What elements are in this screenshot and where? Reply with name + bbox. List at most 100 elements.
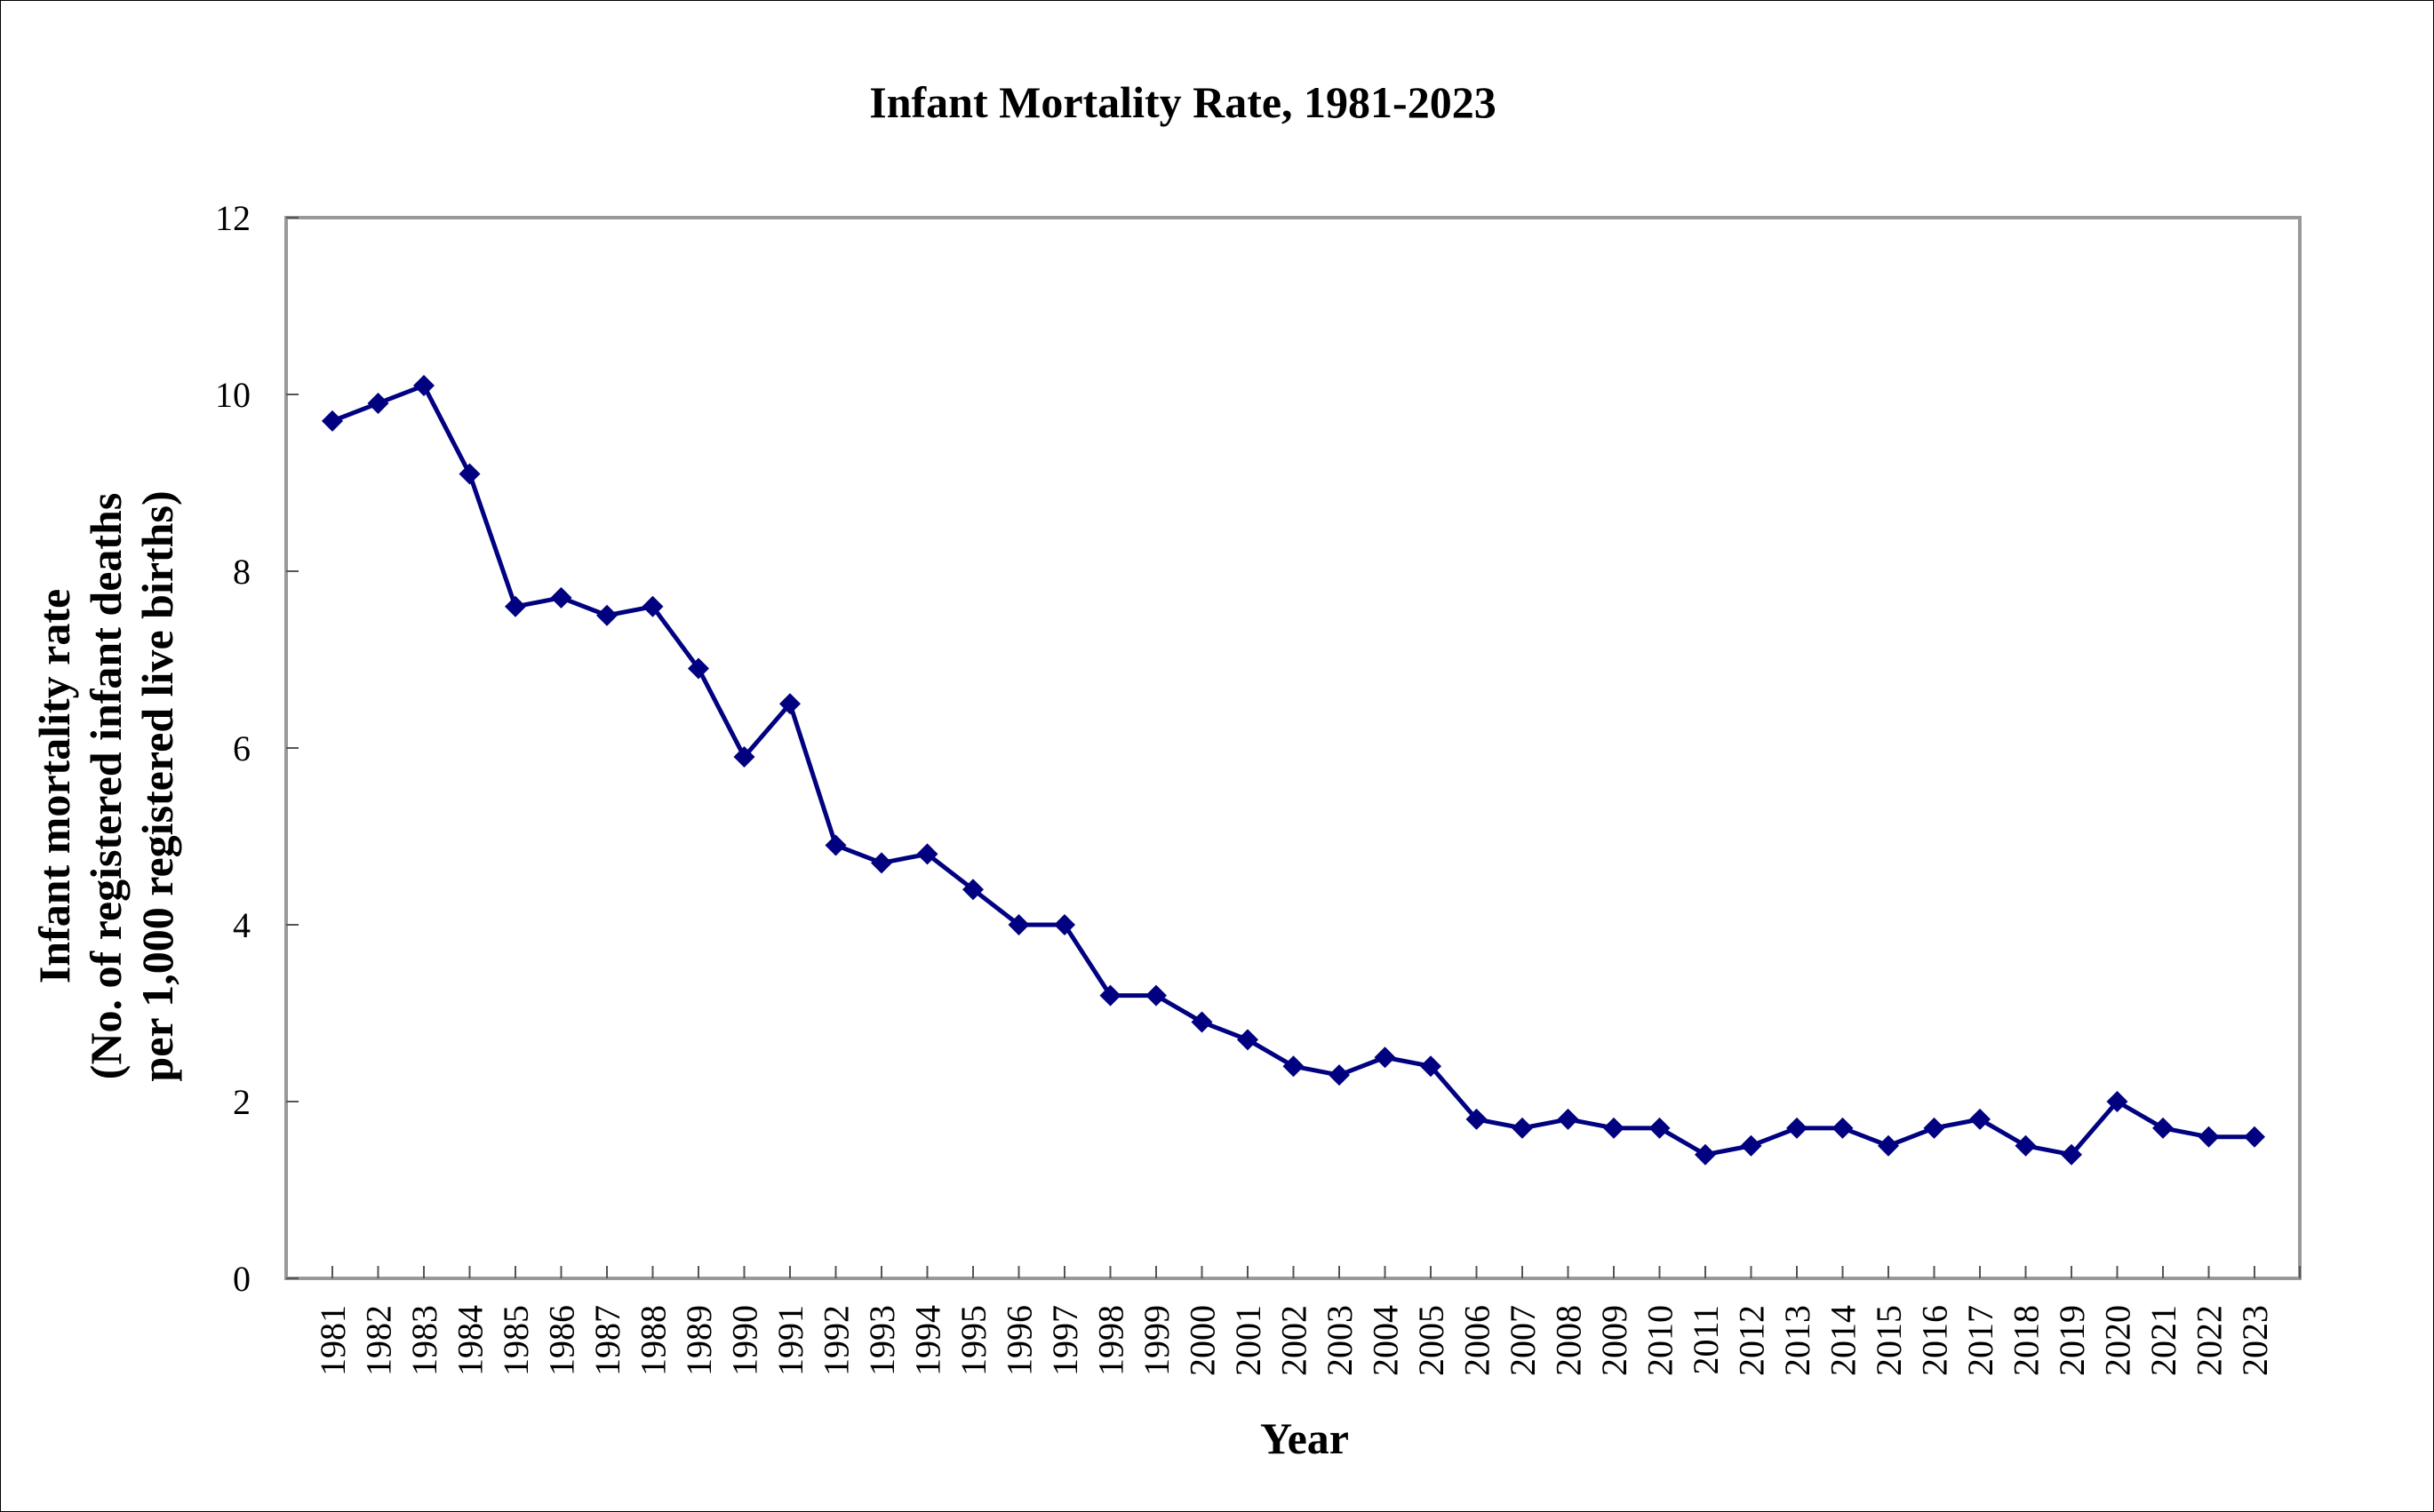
x-tick-label: 2015	[1869, 1305, 1909, 1376]
data-point-2001	[1237, 1029, 1258, 1051]
x-tick-label: 2005	[1411, 1305, 1451, 1376]
x-tick-label: 1984	[451, 1305, 491, 1376]
data-point-1998	[1099, 984, 1121, 1007]
x-tick-label: 2009	[1594, 1305, 1634, 1376]
data-point-2019	[2061, 1143, 2082, 1166]
x-tick-label: 1995	[954, 1305, 994, 1376]
x-tick-label: 1989	[679, 1305, 719, 1376]
data-point-1997	[1054, 914, 1075, 935]
y-axis-ticks: 0 2 4 6 8 10 12	[215, 198, 299, 1299]
x-tick-label: 1992	[817, 1305, 857, 1376]
data-point-2008	[1557, 1108, 1579, 1130]
data-point-2012	[1740, 1134, 1762, 1157]
data-point-1986	[550, 586, 572, 609]
x-tick-label: 2012	[1732, 1305, 1772, 1376]
data-point-1991	[779, 693, 801, 715]
data-point-2022	[2198, 1126, 2220, 1148]
x-tick-label: 1986	[542, 1305, 582, 1376]
chart-title: Infant Mortality Rate, 1981-2023	[869, 77, 1496, 127]
x-tick-label: 1994	[908, 1305, 948, 1376]
x-tick-label: 2003	[1320, 1305, 1360, 1376]
x-tick-label: 2004	[1366, 1305, 1406, 1376]
x-tick-label: 1985	[496, 1305, 536, 1376]
data-point-2007	[1512, 1117, 1533, 1139]
data-point-1984	[459, 463, 481, 485]
x-tick-label: 2002	[1274, 1305, 1314, 1376]
data-point-2016	[1923, 1117, 1945, 1139]
x-tick-label: 2014	[1824, 1305, 1863, 1376]
data-point-2013	[1786, 1117, 1808, 1139]
data-point-1992	[825, 834, 847, 856]
data-point-1985	[505, 595, 526, 617]
data-point-2020	[2106, 1091, 2128, 1112]
data-point-2014	[1831, 1117, 1854, 1139]
data-point-2017	[1969, 1108, 1991, 1130]
y-axis-label-line-2: (No. of registered infant deaths	[81, 493, 131, 1080]
x-axis-label: Year	[1260, 1413, 1349, 1463]
x-tick-label: 2007	[1503, 1305, 1543, 1376]
x-tick-label: 2016	[1915, 1305, 1955, 1376]
data-point-2015	[1878, 1134, 1899, 1157]
x-tick-label: 2000	[1183, 1305, 1223, 1376]
x-tick-label: 1996	[1000, 1305, 1040, 1376]
data-point-2003	[1329, 1064, 1350, 1086]
data-point-1982	[367, 392, 389, 414]
x-axis-ticks: 1981 1982 1983 1984 1985 1986 1987 1988 1989 1990…	[313, 1266, 2301, 1376]
x-tick-label: 2001	[1228, 1305, 1268, 1376]
x-tick-label: 1987	[587, 1305, 627, 1376]
x-tick-label: 1993	[862, 1305, 902, 1376]
data-point-1994	[916, 843, 938, 865]
y-tick-label: 4	[233, 905, 251, 945]
data-point-1981	[322, 410, 343, 432]
x-tick-label: 2017	[1960, 1305, 2000, 1376]
x-tick-label: 2011	[1686, 1305, 1726, 1375]
data-point-1993	[871, 852, 892, 874]
series-layer	[322, 375, 2265, 1166]
plot-area	[284, 216, 2302, 1280]
data-point-2021	[2152, 1117, 2174, 1139]
x-tick-label: 2021	[2143, 1305, 2183, 1376]
y-tick-label: 10	[215, 375, 251, 415]
y-tick-label: 8	[233, 552, 251, 592]
x-tick-label: 1990	[725, 1305, 765, 1376]
x-tick-label: 1999	[1137, 1305, 1177, 1376]
data-point-2023	[2244, 1126, 2265, 1148]
x-tick-label: 2023	[2235, 1305, 2275, 1376]
data-point-1996	[1008, 914, 1030, 935]
x-tick-label: 2008	[1549, 1305, 1589, 1376]
data-point-2005	[1420, 1055, 1441, 1078]
x-tick-label: 2010	[1640, 1305, 1680, 1376]
y-tick-label: 0	[233, 1259, 251, 1299]
y-tick-label: 6	[233, 728, 251, 768]
x-tick-label: 2013	[1777, 1305, 1817, 1376]
x-tick-label: 1983	[404, 1305, 444, 1376]
data-point-1990	[733, 745, 755, 768]
data-point-2009	[1603, 1117, 1624, 1139]
data-point-2006	[1465, 1108, 1488, 1130]
y-axis-label-line-3: per 1,000 registered live births)	[132, 490, 182, 1081]
x-tick-label: 1988	[634, 1305, 674, 1376]
y-axis-label: Infant mortality rate (No. of registered…	[29, 490, 182, 1081]
data-point-2018	[2015, 1134, 2037, 1157]
data-point-1999	[1145, 984, 1167, 1007]
x-tick-label: 1982	[359, 1305, 399, 1376]
x-tick-label: 1997	[1045, 1305, 1085, 1376]
x-tick-label: 1981	[313, 1305, 353, 1376]
x-tick-label: 2006	[1457, 1305, 1497, 1376]
x-tick-label: 2018	[2007, 1305, 2047, 1376]
data-point-1987	[596, 604, 618, 626]
x-tick-label: 1991	[770, 1305, 810, 1376]
data-point-2011	[1695, 1143, 1716, 1166]
x-tick-label: 2022	[2190, 1305, 2230, 1376]
data-point-1995	[962, 879, 984, 901]
y-axis-label-line-1: Infant mortality rate	[29, 589, 79, 983]
x-tick-label: 1998	[1091, 1305, 1131, 1376]
data-point-2000	[1191, 1011, 1213, 1033]
data-point-2010	[1648, 1117, 1671, 1139]
data-point-1988	[642, 595, 664, 617]
data-point-1983	[413, 375, 435, 397]
data-point-1989	[688, 657, 709, 680]
x-tick-label: 2019	[2052, 1305, 2092, 1376]
data-point-2004	[1374, 1046, 1396, 1069]
